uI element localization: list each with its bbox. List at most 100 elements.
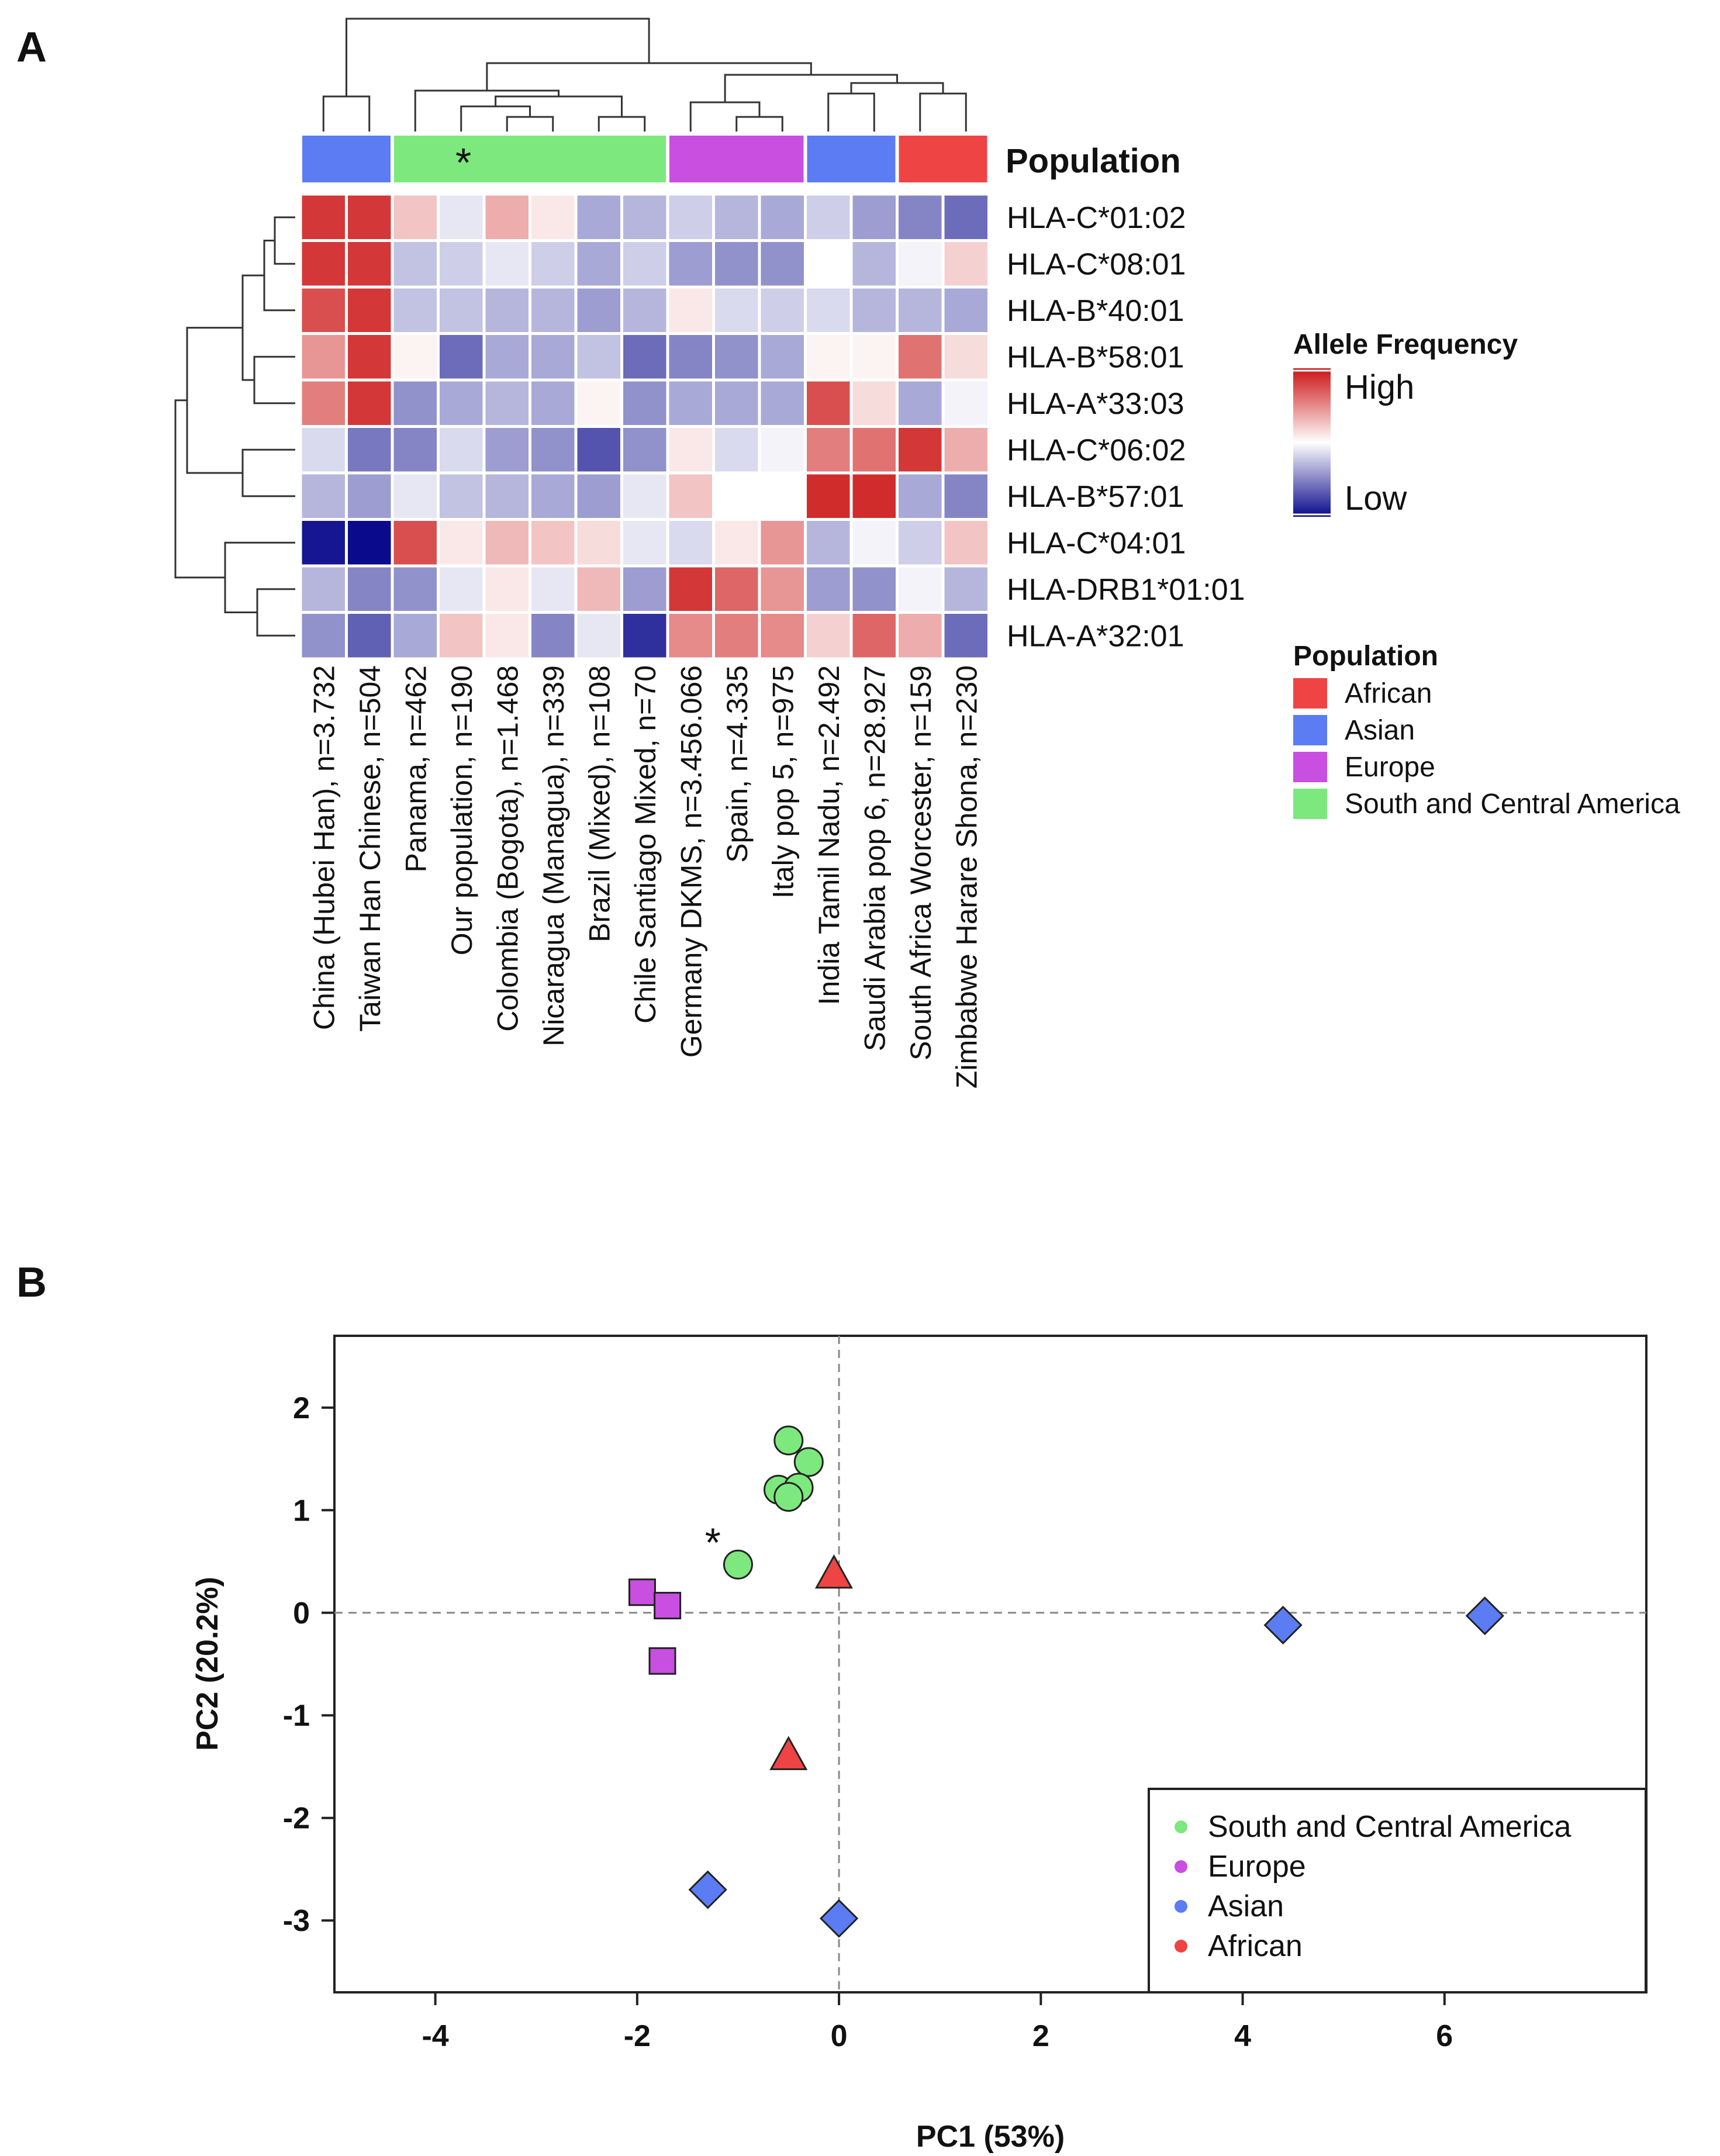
row-label: HLA-C*08:01 <box>1007 247 1186 281</box>
population-group-bar <box>669 136 804 182</box>
heatmap-cell <box>348 521 391 565</box>
population-legend-title: Population <box>1293 641 1438 672</box>
heatmap-cell <box>302 614 345 658</box>
heatmap-cell <box>899 195 942 239</box>
heatmap-cell <box>348 381 391 425</box>
dendrogram-branch <box>486 62 812 91</box>
heatmap-cell <box>302 381 345 425</box>
column-label: South Africa Worcester, n=159 <box>904 665 937 1060</box>
population-group-bar <box>302 136 391 182</box>
square-point <box>648 1647 676 1675</box>
legend-entry-label: Europe <box>1208 1850 1306 1884</box>
y-tick-label: -1 <box>283 1699 310 1733</box>
dendrogram-branch <box>597 116 646 132</box>
heatmap-cell <box>944 474 987 518</box>
column-labels: China (Hubei Han), n=3.732 Taiwan Han Chi… <box>308 665 983 1089</box>
heatmap-cell <box>302 567 345 611</box>
heatmap-cell <box>440 242 483 286</box>
heatmap-cell <box>669 567 712 611</box>
heatmap-cell <box>944 195 987 239</box>
column-label: Taiwan Han Chinese, n=504 <box>354 665 386 1032</box>
heatmap-cell <box>393 288 437 332</box>
x-tick-label: 0 <box>831 2019 848 2053</box>
heatmap-cell <box>440 521 483 565</box>
circle-point <box>793 1447 824 1477</box>
heatmap-cell <box>944 521 987 565</box>
reference-lines <box>334 1336 1646 1992</box>
heatmap-cell <box>715 474 758 518</box>
heatmap-cell <box>715 381 758 425</box>
heatmap-cell <box>807 195 850 239</box>
heatmap-cell <box>440 474 483 518</box>
heatmap-cell <box>899 242 942 286</box>
heatmap-cell <box>348 242 391 286</box>
population-legend-label: South and Central America <box>1345 789 1680 820</box>
population-group-bar <box>807 136 896 182</box>
heatmap-cell <box>761 614 804 658</box>
heatmap-cell <box>623 614 666 658</box>
heatmap-cell <box>485 474 529 518</box>
heatmap-cell <box>440 428 483 472</box>
column-label: Zimbabwe Harare Shona, n=230 <box>950 665 983 1089</box>
heatmap-cell <box>393 195 437 239</box>
heatmap-cell <box>393 521 437 565</box>
heatmap-cell <box>715 521 758 565</box>
heatmap-cell <box>761 521 804 565</box>
heatmap-cell <box>669 381 712 425</box>
heatmap-cell <box>485 288 529 332</box>
heatmap-cell <box>485 428 529 472</box>
heatmap-cell <box>302 288 345 332</box>
column-label: Our population, n=190 <box>445 665 478 955</box>
column-label: Panama, n=462 <box>399 665 432 872</box>
heatmap-cell <box>485 242 529 286</box>
row-label: HLA-A*33:03 <box>1007 387 1184 421</box>
dendrogram-branch <box>506 116 554 132</box>
legend-entry-label: Asian <box>1208 1889 1284 1923</box>
column-label: India Tamil Nadu, n=2.492 <box>813 665 845 1005</box>
heatmap-cell <box>669 335 712 379</box>
legend-dot <box>1175 1940 1187 1953</box>
heatmap-cell <box>577 288 620 332</box>
heatmap-cell <box>623 381 666 425</box>
point-annotation-asterisk: * <box>705 1519 721 1565</box>
annotation-title: Population <box>1006 142 1181 180</box>
heatmap-cell <box>899 567 942 611</box>
heatmap-cell <box>623 521 666 565</box>
heatmap-cell <box>944 428 987 472</box>
heatmap-cell <box>302 242 345 286</box>
dendrogram-branch <box>253 355 295 405</box>
heatmap-cell <box>899 335 942 379</box>
heatmap-cell <box>944 335 987 379</box>
heatmap-cell <box>623 242 666 286</box>
dendrogram-branch <box>224 541 295 613</box>
x-tick-label: 4 <box>1234 2019 1251 2053</box>
legend-low-label: Low <box>1345 479 1408 517</box>
heatmap-cell <box>715 567 758 611</box>
dendrogram-branch <box>256 588 295 637</box>
dendrogram-branch <box>241 448 295 497</box>
x-axis-label: PC1 (53%) <box>916 2120 1065 2154</box>
row-dendrogram <box>174 216 295 637</box>
population-legend-swatch <box>1293 715 1327 745</box>
heatmap-cell <box>852 521 896 565</box>
heatmap-cell <box>393 335 437 379</box>
dendrogram-branch <box>274 216 295 265</box>
heatmap-cell <box>807 614 850 658</box>
heatmap-cell <box>669 195 712 239</box>
heatmap-cell <box>761 474 804 518</box>
heatmap-cell <box>393 428 437 472</box>
heatmap-cell <box>531 335 575 379</box>
heatmap-cell <box>852 614 896 658</box>
population-legend: Population African Asian Europe South and C… <box>1293 641 1680 820</box>
legend-dot <box>1175 1900 1187 1913</box>
circle-point <box>773 1481 804 1512</box>
heatmap-cell <box>807 335 850 379</box>
heatmap-cell <box>715 288 758 332</box>
heatmap-cell <box>761 195 804 239</box>
column-label: Colombia (Bogota), n=1.468 <box>491 665 524 1032</box>
dendrogram-branch <box>186 327 243 474</box>
dendrogram-branch <box>735 116 783 132</box>
heatmap-cell <box>669 474 712 518</box>
row-label: HLA-B*57:01 <box>1007 480 1184 514</box>
pca-scatter-panel: -4 -2 0 2 4 6 2 1 0 -1 -2 -3 * PC1 (53%) PC2 (20.2%… <box>191 1335 1648 2154</box>
